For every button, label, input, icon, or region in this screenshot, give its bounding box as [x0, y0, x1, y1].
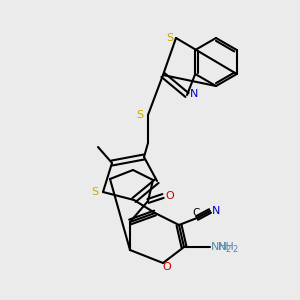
Text: NH: NH — [211, 242, 228, 252]
Text: O: O — [163, 262, 171, 272]
Text: S: S — [167, 33, 174, 43]
Text: C: C — [192, 208, 200, 218]
Text: S: S — [92, 187, 99, 197]
Text: NH: NH — [218, 242, 235, 252]
Text: N: N — [190, 89, 198, 99]
Text: 2: 2 — [225, 245, 230, 254]
Text: N: N — [212, 206, 220, 216]
Text: S: S — [136, 110, 144, 120]
Text: 2: 2 — [232, 245, 237, 254]
Text: O: O — [166, 191, 174, 201]
